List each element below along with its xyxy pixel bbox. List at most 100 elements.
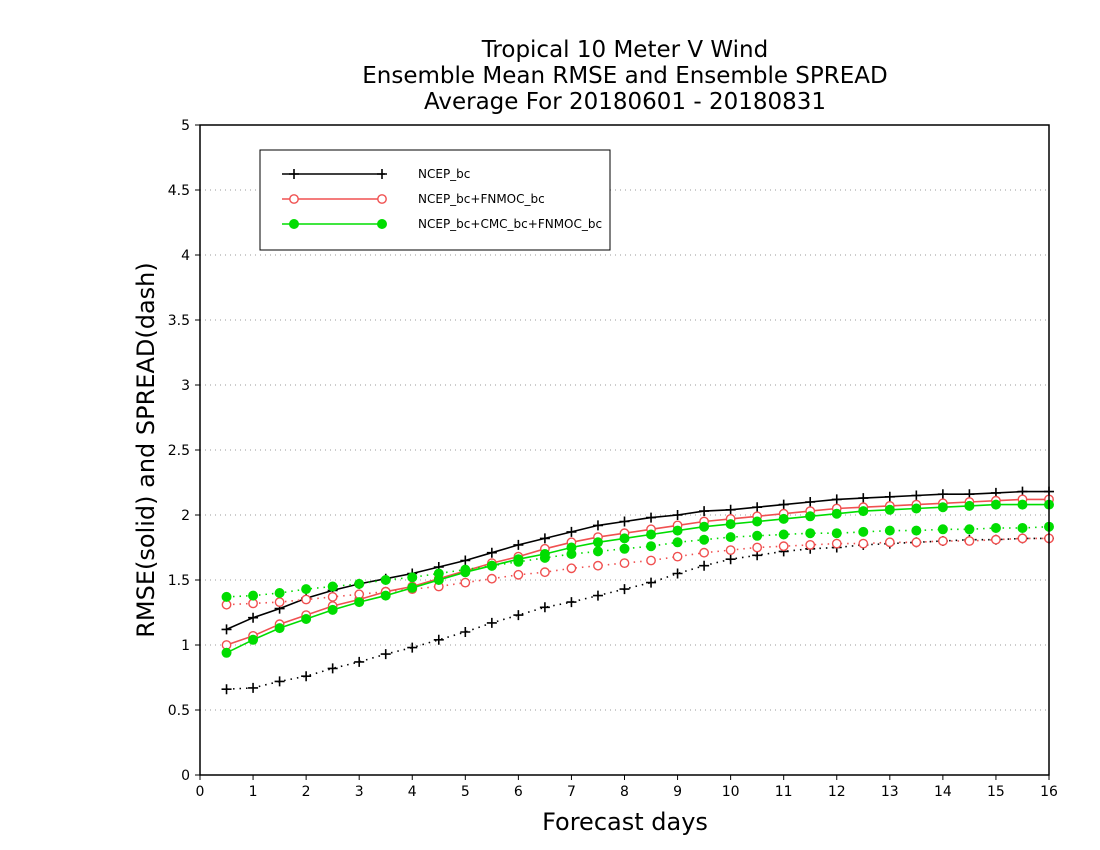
- data-point-rmse: [831, 494, 842, 505]
- grid-lines: [200, 189, 1049, 711]
- data-point-spread: [752, 530, 763, 541]
- y-tick-label: 1.5: [168, 573, 190, 589]
- data-point-rmse: [619, 533, 630, 544]
- data-point-spread: [248, 590, 259, 601]
- data-point-spread: [672, 537, 683, 548]
- x-tick-label: 6: [514, 784, 523, 800]
- y-tick-label: 4: [181, 248, 190, 264]
- data-point-spread: [964, 524, 975, 535]
- data-point-spread: [937, 536, 948, 546]
- data-point-spread: [486, 573, 497, 584]
- data-point-rmse: [699, 506, 710, 517]
- data-point-spread: [354, 578, 365, 589]
- y-axis-label: RMSE(solid) and SPREAD(dash): [132, 262, 160, 638]
- data-point-spread: [327, 663, 338, 674]
- axis-ticks: 00.511.522.533.544.550 1 2 3 4 5 6 7 8 9 10 11 12 13 1…: [168, 118, 1058, 800]
- data-point-spread: [433, 634, 444, 645]
- data-point-spread: [566, 549, 577, 559]
- data-point-spread: [646, 541, 657, 552]
- data-point-spread: [486, 617, 497, 628]
- data-point-rmse: [937, 489, 948, 500]
- x-tick-label: 9: [673, 784, 682, 800]
- data-point-spread: [699, 547, 709, 558]
- data-point-rmse: [725, 504, 736, 515]
- y-tick-label: 0.5: [168, 703, 190, 719]
- x-tick-label: 14: [934, 784, 952, 800]
- data-point-spread: [539, 602, 550, 613]
- data-point-spread: [301, 671, 312, 682]
- y-tick-label: 2.5: [168, 443, 190, 459]
- data-point-spread: [513, 610, 524, 621]
- data-point-rmse: [646, 529, 657, 540]
- data-point-spread: [592, 590, 603, 601]
- data-point-spread: [274, 676, 285, 687]
- data-point-rmse: [831, 508, 842, 519]
- x-tick-label: 3: [355, 784, 364, 800]
- data-point-rmse: [911, 490, 922, 501]
- data-point-spread: [646, 577, 657, 588]
- y-tick-label: 0: [181, 768, 190, 784]
- data-point-rmse: [619, 516, 630, 527]
- legend-label: NCEP_bc: [418, 167, 470, 181]
- series-line-rmse: [226, 503, 1049, 654]
- series-1: [221, 494, 1054, 650]
- x-tick-label: 1: [249, 784, 258, 800]
- data-point-rmse: [407, 582, 418, 593]
- data-point-rmse: [513, 539, 524, 550]
- legend: NCEP_bc NCEP_bc+FNMOC_bc NCEP_bc+CMC_bc+FN…: [259, 149, 611, 251]
- data-point-rmse: [566, 526, 577, 537]
- data-point-spread: [964, 536, 975, 546]
- data-point-rmse: [911, 503, 922, 514]
- data-point-rmse: [486, 547, 497, 558]
- data-point-spread: [301, 584, 312, 595]
- data-point-spread: [380, 649, 391, 660]
- data-point-spread: [433, 568, 444, 579]
- data-point-rmse: [672, 510, 683, 520]
- data-point-spread: [831, 538, 842, 549]
- data-point-spread: [858, 538, 869, 549]
- data-point-spread: [778, 529, 789, 540]
- y-tick-label: 3: [181, 378, 190, 394]
- x-tick-label: 2: [302, 784, 311, 800]
- series-line-rmse: [226, 498, 1049, 646]
- data-point-spread: [327, 581, 338, 592]
- data-point-rmse: [1017, 499, 1028, 510]
- data-point-rmse: [460, 555, 471, 566]
- series-line-spread: [226, 537, 1049, 606]
- data-point-rmse: [752, 502, 763, 513]
- y-tick-label: 3.5: [168, 313, 190, 329]
- legend-marker: [377, 194, 387, 204]
- data-point-spread: [990, 523, 1001, 533]
- legend-marker: [377, 169, 387, 179]
- data-point-rmse: [354, 597, 365, 608]
- data-point-spread: [725, 532, 736, 543]
- y-tick-label: 4.5: [168, 183, 190, 199]
- data-point-rmse: [672, 525, 683, 536]
- data-point-spread: [805, 540, 816, 550]
- data-point-spread: [566, 597, 577, 608]
- series-layer: [221, 486, 1054, 695]
- x-tick-label: 13: [881, 784, 899, 800]
- legend-box: [259, 149, 611, 251]
- data-point-rmse: [778, 499, 789, 510]
- x-tick-label: 10: [722, 784, 740, 800]
- data-point-rmse: [937, 502, 948, 513]
- x-tick-label: 11: [775, 784, 793, 800]
- x-tick-label: 8: [620, 784, 629, 800]
- data-point-spread: [539, 552, 550, 563]
- y-tick-label: 5: [181, 118, 190, 134]
- data-point-spread: [619, 558, 630, 568]
- data-point-spread: [221, 591, 232, 602]
- data-point-rmse: [752, 516, 763, 527]
- series-line-spread: [226, 537, 1049, 690]
- data-point-spread: [619, 543, 630, 554]
- x-tick-label: 7: [567, 784, 576, 800]
- data-point-rmse: [858, 506, 869, 517]
- data-point-spread: [858, 526, 869, 537]
- data-point-rmse: [539, 533, 550, 544]
- x-tick-label: 4: [408, 784, 417, 800]
- data-point-rmse: [990, 499, 1001, 510]
- data-point-spread: [699, 560, 710, 571]
- y-tick-label: 2: [181, 508, 190, 524]
